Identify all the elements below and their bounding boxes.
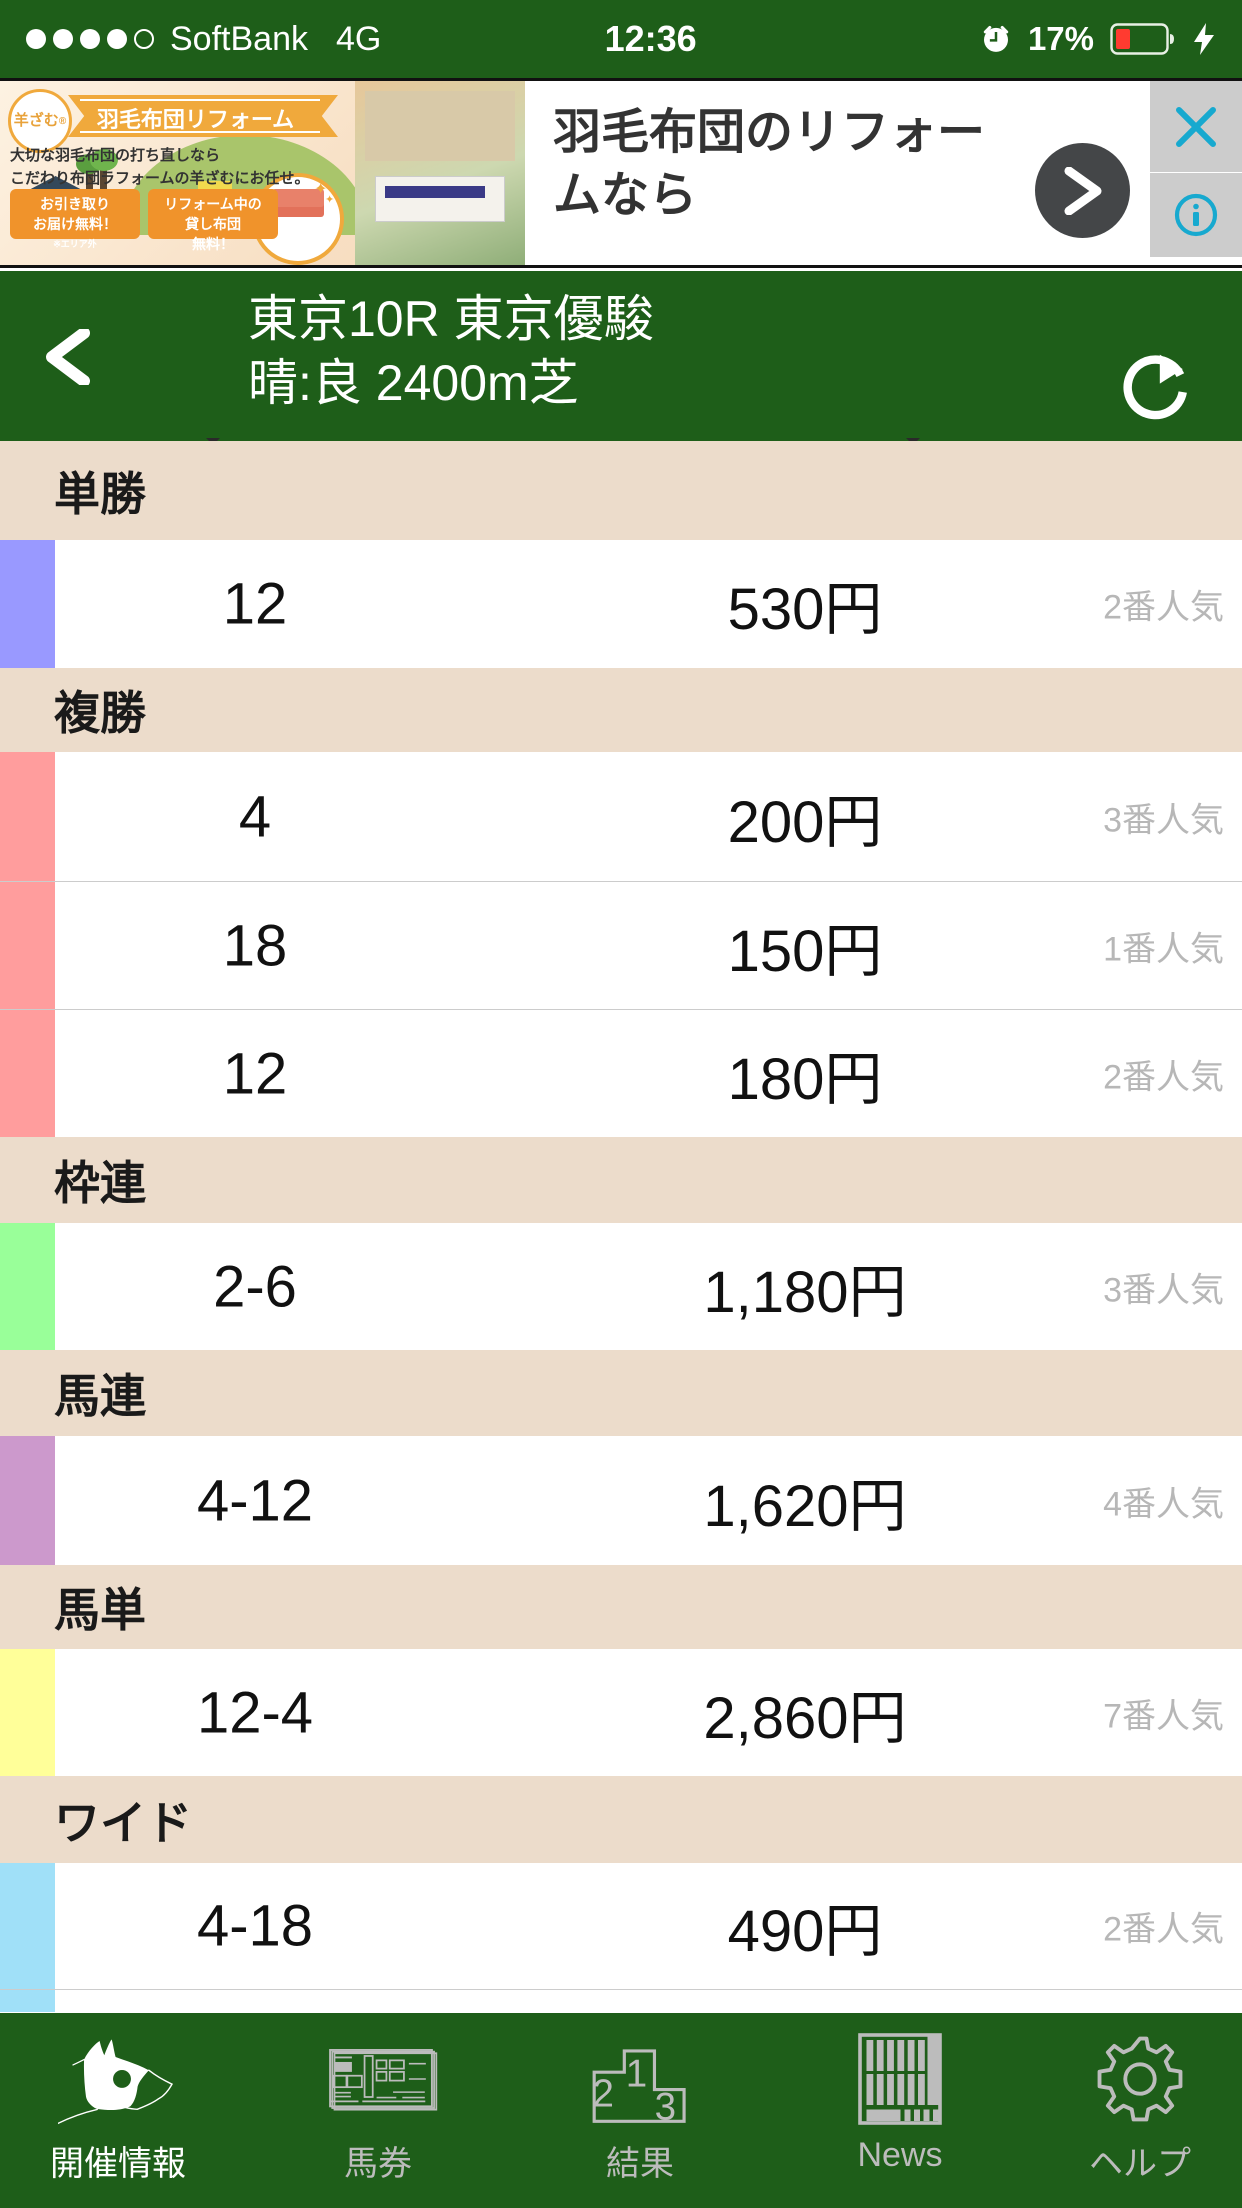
- svg-text:2: 2: [592, 2073, 613, 2116]
- svg-text:3: 3: [655, 2086, 676, 2125]
- svg-text:1: 1: [626, 2052, 647, 2095]
